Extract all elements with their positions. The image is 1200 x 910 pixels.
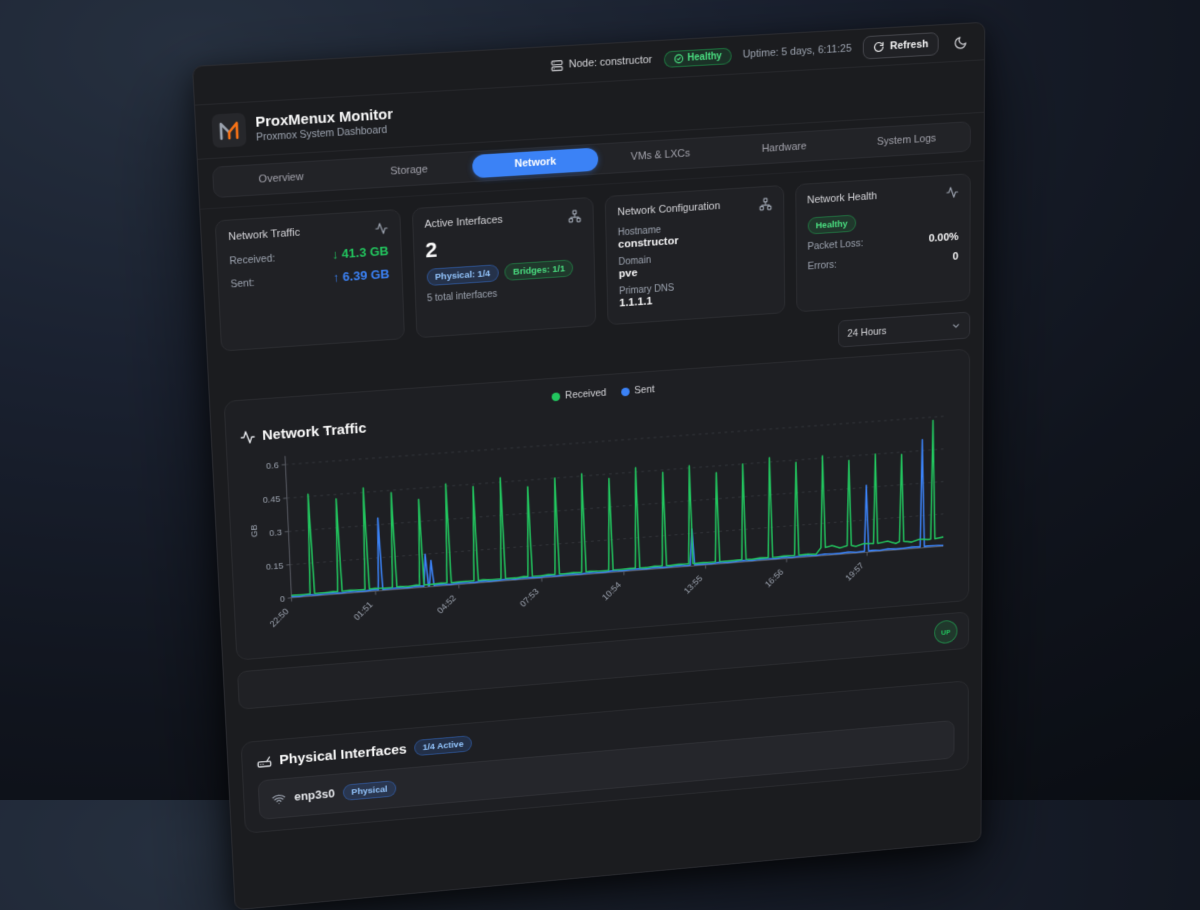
refresh-icon	[873, 41, 884, 53]
physical-interfaces-title: Physical Interfaces	[279, 741, 407, 767]
server-icon	[550, 59, 563, 72]
total-interfaces-text: 5 total interfaces	[427, 283, 583, 304]
active-count-badge: 1/4 Active	[414, 735, 472, 756]
legend-dot-received	[552, 392, 561, 401]
legend-received: Received	[552, 387, 607, 402]
interface-name: enp3s0	[294, 787, 335, 803]
network-health-card: Network Health Healthy Packet Loss: 0.00…	[795, 173, 971, 312]
chevron-down-icon	[951, 321, 961, 332]
tab-overview[interactable]: Overview	[216, 163, 346, 194]
svg-text:13:55: 13:55	[682, 573, 705, 595]
svg-text:04:52: 04:52	[435, 593, 458, 616]
legend-sent: Sent	[621, 384, 655, 398]
theme-toggle-button[interactable]	[950, 30, 971, 54]
svg-text:0.45: 0.45	[262, 493, 280, 505]
tab-hardware[interactable]: Hardware	[722, 133, 845, 163]
wifi-icon	[271, 791, 286, 806]
tab-network[interactable]: Network	[472, 147, 598, 178]
svg-text:10:54: 10:54	[600, 580, 623, 602]
physical-interfaces-section: Physical Interfaces 1/4 Active enp3s0 Ph…	[241, 680, 969, 833]
legend-dot-sent	[621, 387, 630, 396]
tab-storage[interactable]: Storage	[345, 155, 473, 186]
svg-text:19:57: 19:57	[843, 560, 865, 582]
svg-text:07:53: 07:53	[518, 586, 541, 609]
received-value: ↓ 41.3 GB	[332, 243, 389, 261]
arrow-up-icon: ↑	[333, 270, 340, 285]
dashboard-window: Node: constructor Healthy Uptime: 5 days…	[192, 22, 985, 910]
svg-text:0.6: 0.6	[266, 459, 279, 470]
moon-icon	[954, 35, 968, 50]
network-icon	[568, 209, 582, 223]
svg-text:01:51: 01:51	[351, 599, 374, 622]
health-status-badge: Healthy	[807, 214, 856, 234]
network-configuration-card: Network Configuration Hostname construct…	[605, 185, 785, 325]
physical-count-badge: Physical: 1/4	[426, 264, 499, 286]
sent-value: ↑ 6.39 GB	[333, 267, 390, 285]
card-title: Network Configuration	[617, 200, 720, 218]
sent-label: Sent:	[230, 277, 255, 290]
node-indicator: Node: constructor	[550, 54, 652, 72]
refresh-button[interactable]: Refresh	[863, 32, 939, 59]
activity-icon	[240, 429, 256, 445]
time-range-value: 24 Hours	[847, 325, 886, 339]
network-tab-content: Network Traffic Received: ↓ 41.3 GB Sent…	[200, 161, 983, 853]
svg-text:GB: GB	[248, 524, 259, 537]
active-interfaces-card: Active Interfaces 2 Physical: 1/4 Bridge…	[411, 197, 596, 338]
activity-icon	[946, 185, 959, 199]
check-circle-icon	[673, 53, 684, 64]
svg-text:0: 0	[280, 593, 285, 604]
active-interfaces-count: 2	[425, 230, 582, 261]
svg-text:22:50: 22:50	[267, 606, 290, 629]
bridges-count-badge: Bridges: 1/1	[504, 259, 573, 281]
proxmenux-logo	[211, 113, 246, 148]
errors-label: Errors:	[808, 259, 837, 272]
svg-text:0.3: 0.3	[269, 526, 282, 537]
refresh-label: Refresh	[890, 38, 928, 52]
received-label: Received:	[229, 252, 275, 267]
errors-value: 0	[953, 251, 959, 263]
tab-vms-lxcs[interactable]: VMs & LXCs	[598, 140, 723, 171]
network-traffic-card: Network Traffic Received: ↓ 41.3 GB Sent…	[215, 209, 405, 352]
card-title: Active Interfaces	[424, 214, 503, 230]
card-title: Network Traffic	[228, 227, 300, 243]
packet-loss-value: 0.00%	[929, 231, 959, 244]
activity-icon	[374, 221, 388, 235]
up-status-badge: UP	[934, 619, 957, 644]
node-label: Node: constructor	[569, 54, 653, 70]
tab-system-logs[interactable]: System Logs	[845, 125, 967, 155]
svg-text:0.15: 0.15	[266, 560, 284, 572]
card-title: Network Health	[807, 190, 877, 206]
interface-type-badge: Physical	[343, 780, 396, 801]
arrow-down-icon: ↓	[332, 247, 339, 262]
health-badge: Healthy	[663, 47, 731, 67]
packet-loss-label: Packet Loss:	[807, 238, 863, 253]
uptime-text: Uptime: 5 days, 6:11:25	[743, 43, 852, 61]
health-badge-label: Healthy	[687, 51, 722, 64]
network-tree-icon	[758, 197, 771, 211]
router-icon	[256, 753, 272, 769]
time-range-select[interactable]: 24 Hours	[838, 312, 970, 348]
svg-text:16:56: 16:56	[763, 567, 786, 589]
